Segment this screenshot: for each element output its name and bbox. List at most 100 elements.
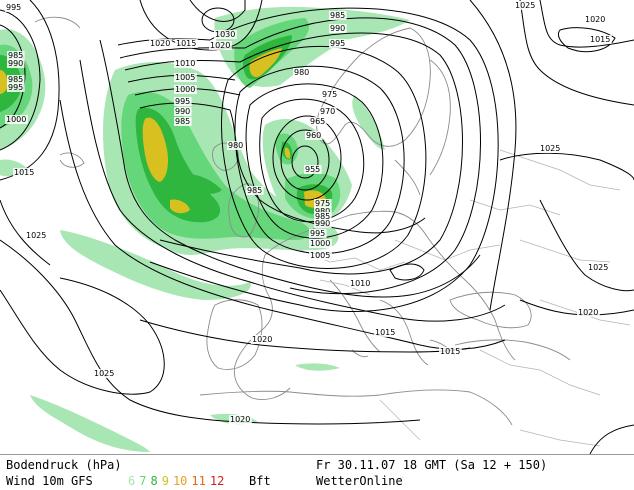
isobar-label: 1010: [350, 279, 370, 288]
isobar-label-bg: [319, 107, 337, 116]
isobar-label: 995: [330, 39, 345, 48]
isobar-label-bg: [539, 144, 562, 153]
isobar-label: 1000: [175, 85, 195, 94]
isobar-label: 960: [306, 131, 321, 140]
isobar-label-bg: [246, 186, 264, 195]
isobar-label-bg: [314, 212, 332, 221]
isobar: [0, 199, 51, 266]
isobar-label-bg: [5, 115, 28, 124]
isobar-label-bg: [174, 97, 192, 106]
beaufort-7: 7: [139, 474, 147, 488]
isobar-label: 990: [330, 24, 345, 33]
isobar-label: 1020: [578, 308, 598, 317]
wind-area-bft9: [284, 147, 291, 159]
beaufort-10: 10: [172, 474, 188, 488]
beaufort-8: 8: [150, 474, 158, 488]
isobar: [189, 0, 246, 22]
coast-north-africa: [199, 389, 513, 426]
isobar: [0, 277, 165, 395]
isobar-label: 1015: [590, 35, 610, 44]
isobar: [291, 145, 319, 179]
map-legend: Bodendruck (hPa) Wind 10m GFS 6 7 8 9 10 11 12…: [0, 454, 634, 490]
isobar: [519, 0, 634, 106]
isobar-label-bg: [304, 165, 322, 174]
isobar-label: 985: [330, 11, 345, 20]
isobar-label: 990: [175, 107, 190, 116]
isobar-label: 975: [315, 199, 330, 208]
isobar-label-bg: [174, 73, 197, 82]
isobar-label: 990: [315, 219, 330, 228]
coast-scandinavia: [316, 27, 431, 147]
isobar-label: 980: [315, 207, 330, 216]
isobar: [139, 102, 426, 234]
isobar-label-bg: [577, 308, 600, 317]
isobar-label-bg: [25, 231, 48, 240]
isobar-label-bg: [314, 207, 332, 216]
isobar-label: 1025: [94, 369, 114, 378]
isobar-label-bg: [314, 219, 332, 228]
isobar-label: 995: [8, 83, 23, 92]
isobar-label-bg: [309, 251, 332, 260]
isobar-label-bg: [13, 168, 36, 177]
isobar-label-bg: [174, 117, 192, 126]
isobar-label-bg: [5, 3, 23, 12]
isobar-label-bg: [209, 41, 232, 50]
isobar-label: 1025: [26, 231, 46, 240]
isobar-label: 985: [8, 51, 23, 60]
isobar-label: 1005: [175, 73, 195, 82]
isobar-label: 1025: [515, 1, 535, 10]
isobar-label-bg: [7, 75, 25, 84]
isobar-label-bg: [229, 415, 252, 424]
isobar-label: 1025: [540, 144, 560, 153]
wind-area-bft9: [142, 117, 168, 182]
provider-name: WetterOnline: [316, 474, 403, 488]
isobar-label-bg: [175, 39, 198, 48]
isobar-label: 1025: [588, 263, 608, 272]
isobar-label: 1020: [252, 335, 272, 344]
isobar-label: 1005: [310, 251, 330, 260]
isobar-label: 985: [175, 117, 190, 126]
isobar: [589, 424, 634, 454]
beaufort-scale: 6 7 8 9 10 11 12: [128, 474, 228, 488]
coast-turkey-blacksea: [449, 291, 571, 361]
isobar: [259, 98, 365, 223]
isobar-label-bg: [329, 24, 347, 33]
isobar-label-bg: [174, 107, 192, 116]
wind-area-bft8: [180, 174, 222, 194]
wind-area-bft6: [30, 395, 150, 452]
isobar-label-bg: [514, 1, 537, 10]
isobar: [539, 199, 634, 292]
isobar: [469, 0, 517, 311]
wind-label: Wind 10m GFS: [6, 474, 93, 488]
isobar-label: 1020: [210, 41, 230, 50]
isobar: [0, 239, 421, 425]
isobar-label-bg: [374, 328, 397, 337]
isobar-label: 995: [310, 229, 325, 238]
isobar-label: 985: [315, 212, 330, 221]
isobar: [79, 59, 506, 322]
isobar-label-bg: [93, 369, 116, 378]
wind-area-bft9: [170, 199, 190, 214]
isobar: [0, 9, 41, 151]
isobar-label-bg: [584, 15, 607, 24]
isobar-label: 955: [305, 165, 320, 174]
isobar-label-bg: [439, 347, 462, 356]
isobar-label: 1020: [150, 39, 170, 48]
isobar: [557, 27, 616, 53]
beaufort-9: 9: [161, 474, 169, 488]
isobar-label: 980: [294, 68, 309, 77]
isobar-label: 1020: [585, 15, 605, 24]
isobar-label-bg: [174, 85, 197, 94]
isobar-label: 980: [228, 141, 243, 150]
isobar-label-bg: [349, 279, 372, 288]
forecast-run-time: Fr 30.11.07 18 GMT (Sa 12 + 150): [316, 458, 548, 472]
wind-area-bft9: [249, 48, 282, 78]
coast-iberia: [206, 299, 263, 370]
isobar-label: 975: [322, 90, 337, 99]
isobar-label-bg: [589, 35, 612, 44]
isobar-label: 985: [8, 75, 23, 84]
isobar-label: 1000: [6, 115, 26, 124]
isobar-label: 1000: [310, 239, 330, 248]
